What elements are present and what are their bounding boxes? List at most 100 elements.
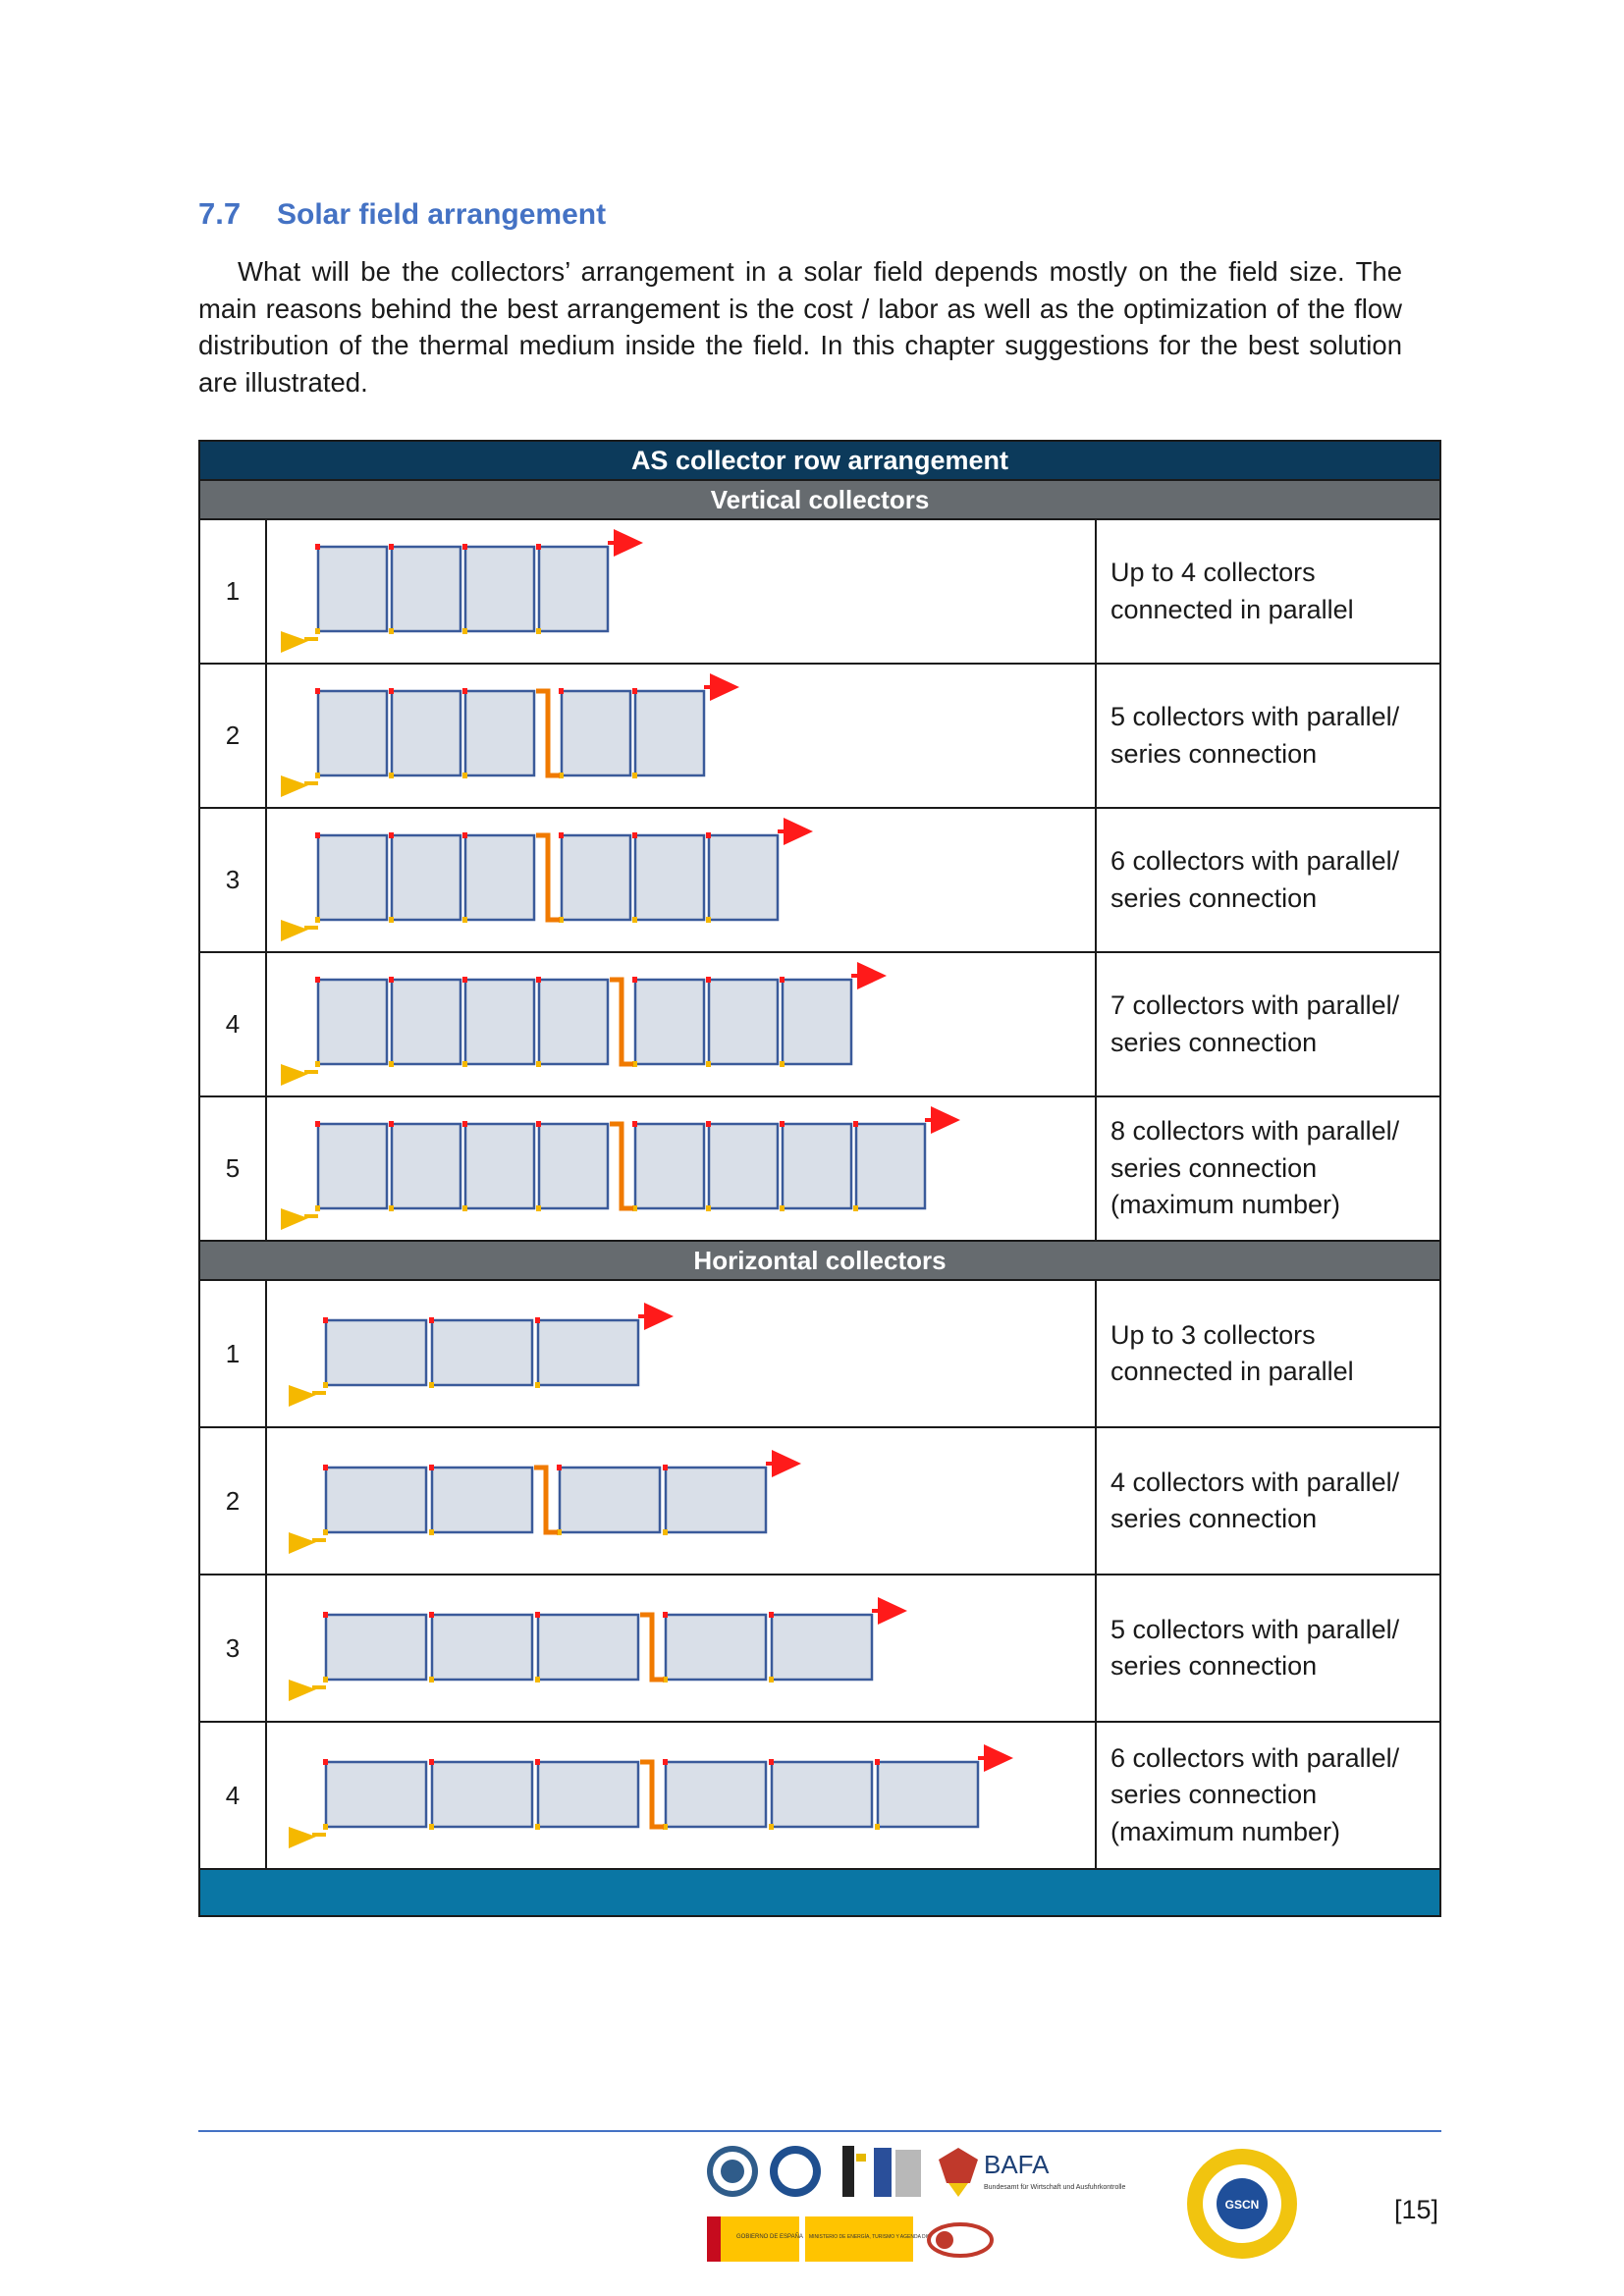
collector-panel [770, 1760, 874, 1829]
collector-panel [324, 1613, 428, 1682]
series-jumper [536, 832, 560, 923]
collector-panel [463, 833, 536, 922]
hot-header [462, 1121, 467, 1127]
diagram-cell [267, 1575, 1097, 1721]
cold-header [559, 917, 564, 923]
diagram-cell [267, 665, 1097, 807]
row-number: 4 [200, 1723, 267, 1868]
collector-panel [536, 1613, 640, 1682]
cold-header [706, 1061, 711, 1067]
hot-header [663, 1612, 668, 1618]
collector-panel [560, 689, 632, 777]
row-description: 7 collectors with parallel/ series conne… [1110, 990, 1400, 1057]
hot-header [389, 544, 394, 550]
hot-header [323, 1465, 328, 1470]
row-number: 2 [200, 1428, 267, 1574]
cold-header [536, 628, 541, 634]
cold-header [462, 628, 467, 634]
table-row: 4 7 collectors with parallel/ series conn… [200, 951, 1439, 1095]
outlet-arrow [857, 962, 887, 989]
collector-panel [324, 1760, 428, 1829]
collector-panel [316, 689, 389, 777]
cold-header [462, 1061, 467, 1067]
cold-header [315, 917, 320, 923]
collector-panel [707, 1122, 780, 1210]
spain-gov-text: GOBIERNO DE ESPAÑA [736, 2233, 803, 2240]
cold-header [780, 1061, 785, 1067]
hot-header [632, 1121, 637, 1127]
inlet-arrow [281, 631, 308, 653]
collector-diagram [289, 1744, 1013, 1848]
hot-header [323, 1317, 328, 1323]
cold-header [389, 628, 394, 634]
collector-panel [430, 1760, 534, 1829]
collector-diagram [281, 529, 643, 653]
outlet-arrow [614, 529, 643, 557]
collector-diagram [281, 818, 813, 941]
cold-header [853, 1205, 858, 1211]
cold-header [780, 1205, 785, 1211]
hot-header [706, 1121, 711, 1127]
row-description: 4 collectors with parallel/ series conne… [1110, 1467, 1400, 1534]
section-number: 7.7 [198, 196, 242, 231]
cold-header [315, 773, 320, 778]
cold-header [462, 773, 467, 778]
hot-header [536, 544, 541, 550]
collector-panel [537, 1122, 610, 1210]
cold-header [769, 1824, 774, 1830]
dgs-logo [707, 2146, 758, 2197]
hot-header [315, 544, 320, 550]
hot-header [315, 1121, 320, 1127]
table-footer-bar [200, 1868, 1439, 1915]
hot-header [389, 688, 394, 694]
collector-panel [390, 833, 462, 922]
collector-panel [560, 833, 632, 922]
hot-header [389, 1121, 394, 1127]
table-row: 2 5 collectors with parallel/ series conn… [200, 663, 1439, 807]
section-heading: 7.7 Solar field arrangement [198, 196, 606, 232]
footer-divider [198, 2130, 1441, 2132]
intro-paragraph: What will be the collectors’ arrangement… [198, 256, 1402, 398]
horizontal-collectors-heading: Horizontal collectors [200, 1240, 1439, 1279]
diagram-cell [267, 1281, 1097, 1426]
collector-panel [536, 1760, 640, 1829]
cold-header [632, 917, 637, 923]
diagram-cell [267, 1097, 1097, 1240]
hot-header [706, 832, 711, 838]
cold-header [559, 773, 564, 778]
hot-header [769, 1612, 774, 1618]
cold-header [632, 1205, 637, 1211]
collector-panel [876, 1760, 980, 1829]
table-row: 4 6 collectors with parallel/ series conn… [200, 1721, 1439, 1868]
collector-panel [390, 545, 462, 633]
collector-panel [324, 1466, 428, 1534]
tuv-logo [927, 2222, 994, 2258]
bafa-subtitle: Bundesamt für Wirtschaft und Ausfuhrkont… [984, 2184, 1125, 2191]
table-row: 5 8 collectors with parallel/ series conn… [200, 1095, 1439, 1240]
inlet-arrow [281, 775, 308, 797]
table-row: 2 4 collectors with parallel/ series conn… [200, 1426, 1439, 1574]
page-number: [15] [1394, 2195, 1439, 2224]
cold-header [663, 1529, 668, 1535]
collector-diagram [281, 1106, 960, 1230]
collector-panel [664, 1613, 768, 1682]
cold-header [315, 628, 320, 634]
row-number: 3 [200, 1575, 267, 1721]
row-number: 3 [200, 809, 267, 951]
cold-header [429, 1677, 434, 1682]
outlet-arrow [878, 1597, 907, 1625]
hot-header [632, 688, 637, 694]
row-number: 2 [200, 665, 267, 807]
hot-header [663, 1759, 668, 1765]
hot-header [875, 1759, 880, 1765]
hot-header [323, 1759, 328, 1765]
cold-header [663, 1677, 668, 1682]
outlet-arrow [644, 1303, 674, 1330]
collector-panel [316, 833, 389, 922]
hot-header [536, 977, 541, 983]
inlet-arrow [289, 1827, 316, 1848]
series-jumper [610, 1121, 633, 1211]
cold-header [315, 1061, 320, 1067]
inlet-arrow [289, 1680, 316, 1701]
hot-header [462, 832, 467, 838]
